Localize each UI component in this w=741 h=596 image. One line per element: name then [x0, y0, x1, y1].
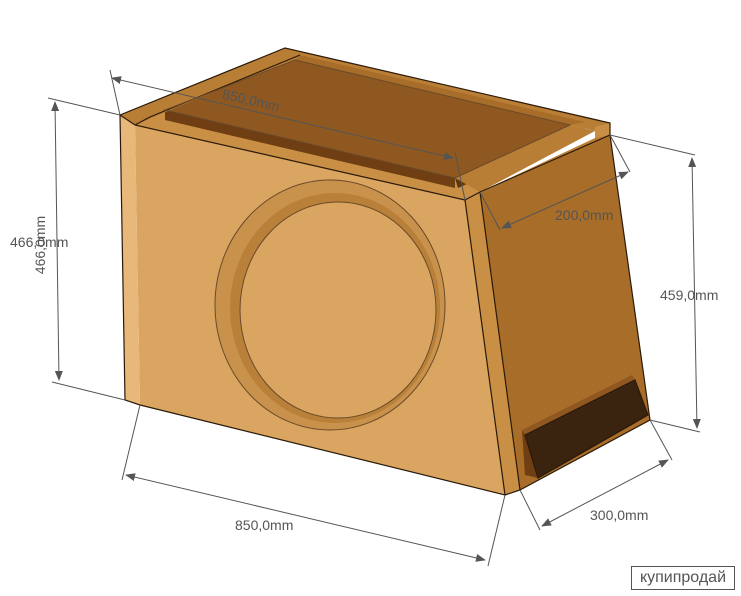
dim-ext — [488, 495, 505, 566]
hole-inner — [240, 202, 436, 418]
dim-ext — [110, 70, 120, 115]
label-top-inner: 200,0mm — [555, 207, 613, 223]
label-left-height-h: 466,0mm — [10, 234, 68, 250]
dim-ext — [48, 98, 120, 115]
dim-ext — [520, 490, 540, 530]
watermark: купипродай — [631, 566, 735, 590]
label-depth: 300,0mm — [590, 507, 648, 523]
dim-ext — [52, 382, 125, 400]
dim-ext — [650, 420, 700, 432]
dim-bottom-width — [126, 475, 485, 560]
diagram-stage: 850,0mm 200,0mm 466,0mm 466,0mm 459,0mm … — [0, 0, 741, 596]
dim-ext — [650, 420, 672, 460]
dim-ext — [122, 405, 140, 480]
dim-ext — [610, 135, 695, 155]
label-bottom-width: 850,0mm — [235, 517, 293, 533]
diagram-svg: 850,0mm 200,0mm 466,0mm 466,0mm 459,0mm … — [0, 0, 741, 596]
label-right-height: 459,0mm — [660, 287, 718, 303]
